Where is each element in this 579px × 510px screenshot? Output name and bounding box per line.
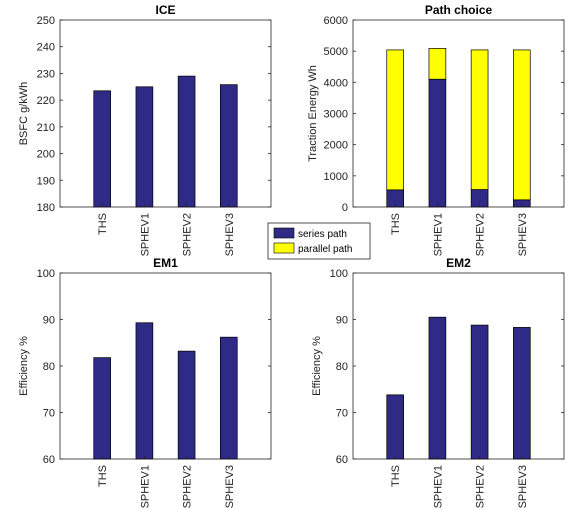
- y-tick-label: 90: [43, 315, 55, 327]
- bar-sphev2: [470, 324, 489, 460]
- y-tick-label: 250: [37, 15, 55, 27]
- y-tick-label: 180: [37, 202, 55, 214]
- bar-parallel-path-ths: [386, 49, 404, 191]
- y-tick-label: 90: [336, 315, 348, 327]
- y-tick-label: 3000: [324, 109, 348, 121]
- bar-sphev1: [135, 86, 154, 208]
- y-tick-label: 100: [330, 268, 348, 280]
- y-tick-label: 6000: [324, 15, 348, 27]
- bar-parallel-path-sphev3: [513, 49, 531, 201]
- bar-ths: [93, 90, 111, 208]
- x-tick-label: THS: [97, 465, 109, 487]
- plot-area-frame: [59, 19, 272, 208]
- bar-parallel-path-sphev2: [470, 49, 489, 190]
- x-tick-label: SPHEV2: [475, 465, 487, 508]
- bar-ths: [93, 357, 111, 460]
- legend-label-series-path: series path: [298, 229, 347, 240]
- y-tick-label: 0: [342, 202, 348, 214]
- y-tick-label: 60: [336, 454, 348, 466]
- y-tick-label: 100: [37, 268, 55, 280]
- x-tick-label: SPHEV1: [139, 213, 151, 256]
- x-tick-label: SPHEV3: [517, 465, 529, 508]
- x-tick-label: THS: [97, 213, 109, 235]
- y-tick-label: 210: [37, 122, 55, 134]
- y-tick-label: 240: [37, 42, 55, 54]
- y-tick-label: 60: [43, 454, 55, 466]
- legend-swatch-parallel-path: [273, 242, 295, 254]
- y-axis-label: Traction Energy Wh: [307, 65, 319, 162]
- legend: series path parallel path: [267, 222, 371, 260]
- x-tick-label: SPHEV1: [432, 465, 444, 508]
- chart-title: Path choice: [425, 3, 493, 17]
- y-tick-label: 230: [37, 68, 55, 80]
- chart-panel-2: 0 1000 2000 3000 4000 5000 6000 THS SPHEV1 SPHEV2…: [307, 3, 565, 256]
- y-tick-label: 2000: [324, 140, 348, 152]
- plot-area-frame: [352, 19, 565, 208]
- bar-parallel-path-sphev1: [428, 48, 447, 80]
- chart-title: EM2: [446, 256, 471, 270]
- y-tick-label: 80: [336, 361, 348, 373]
- bar-sphev3: [220, 84, 238, 208]
- legend-label-parallel-path: parallel path: [298, 244, 352, 255]
- bar-sphev1: [135, 322, 154, 460]
- bar-sphev3: [513, 327, 531, 460]
- bar-sphev2: [177, 75, 196, 208]
- x-tick-label: THS: [390, 465, 402, 487]
- y-axis-label: BSFC g/kWh: [18, 82, 30, 146]
- x-tick-label: SPHEV3: [224, 465, 236, 508]
- y-tick-label: 80: [43, 361, 55, 373]
- x-tick-label: SPHEV2: [475, 213, 487, 256]
- y-tick-label: 1000: [324, 171, 348, 183]
- bar-ths: [386, 394, 404, 460]
- x-tick-label: SPHEV3: [224, 213, 236, 256]
- chart-panel-4: 60 70 80 90 100 THS SPHEV1 SPHEV2 SPHEV3 EM2 Effic…: [311, 256, 565, 508]
- legend-swatch-series-path: [273, 227, 295, 239]
- bar-sphev2: [177, 350, 196, 460]
- chart-panel-3: 60 70 80 90 100 THS SPHEV1 SPHEV2 SPHEV3 EM1 Effic…: [18, 256, 272, 508]
- y-axis-label: Efficiency %: [18, 336, 30, 396]
- y-tick-label: 200: [37, 149, 55, 161]
- x-tick-label: SPHEV1: [432, 213, 444, 256]
- y-axis-label: Efficiency %: [311, 336, 323, 396]
- x-tick-label: SPHEV2: [182, 465, 194, 508]
- y-tick-label: 190: [37, 175, 55, 187]
- y-tick-label: 4000: [324, 77, 348, 89]
- x-tick-label: SPHEV3: [517, 213, 529, 256]
- bar-sphev1: [428, 316, 447, 460]
- x-tick-label: THS: [390, 213, 402, 235]
- chart-title: ICE: [155, 3, 175, 17]
- chart-title: EM1: [153, 256, 178, 270]
- bar-series-path-sphev1: [428, 78, 447, 208]
- chart-panel-1: 180 190 200 210 220 230 240 250 THS SPHEV1 SPHEV2 S…: [18, 3, 272, 256]
- plot-area-frame: [352, 272, 565, 460]
- x-tick-label: SPHEV1: [139, 465, 151, 508]
- y-tick-label: 220: [37, 95, 55, 107]
- plot-area-frame: [59, 272, 272, 460]
- bar-sphev3: [220, 336, 238, 460]
- y-tick-label: 70: [43, 408, 55, 420]
- x-tick-label: SPHEV2: [182, 213, 194, 256]
- y-tick-label: 70: [336, 408, 348, 420]
- y-tick-label: 5000: [324, 46, 348, 58]
